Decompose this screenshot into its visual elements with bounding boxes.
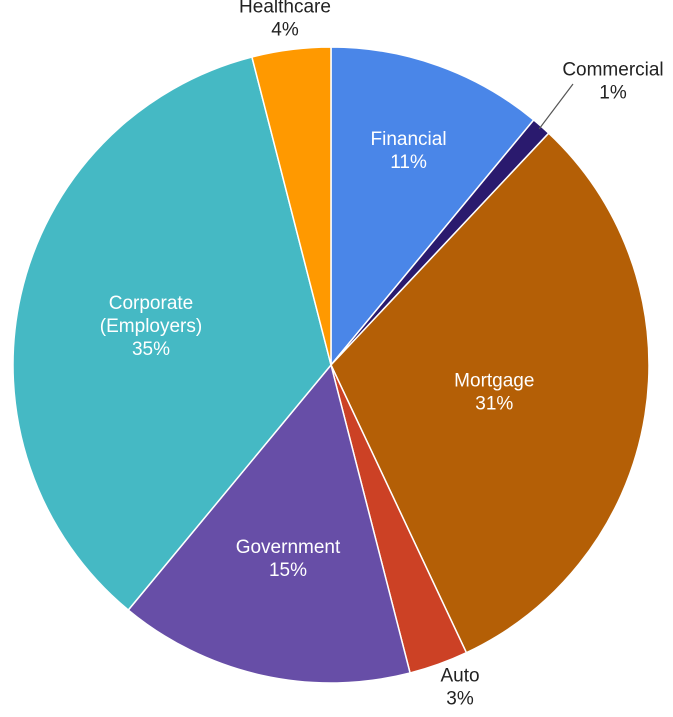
leader-line-commercial — [539, 84, 573, 129]
slice-name-auto: Auto — [440, 666, 479, 687]
slice-label-healthcare: Healthcare 4% — [239, 0, 331, 41]
leader-lines — [539, 84, 573, 129]
slice-name-corporate-employers: (Employers) — [100, 316, 202, 337]
slice-percent-financial: 11% — [390, 152, 427, 173]
slice-name-corporate-employers: Corporate — [109, 293, 194, 314]
slice-percent-auto: 3% — [446, 689, 474, 710]
pie-slices — [13, 47, 649, 683]
slice-percent-commercial: 1% — [599, 83, 627, 104]
slice-percent-government: 15% — [269, 560, 307, 581]
slice-percent-healthcare: 4% — [271, 20, 299, 41]
slice-percent-corporate-employers: 35% — [132, 339, 170, 360]
slice-label-commercial: Commercial 1% — [562, 60, 663, 104]
slice-name-commercial: Commercial — [562, 60, 663, 81]
slice-name-financial: Financial — [371, 129, 447, 150]
slice-label-auto: Auto 3% — [440, 666, 479, 710]
slice-name-mortgage: Mortgage — [454, 370, 534, 391]
slice-percent-mortgage: 31% — [475, 393, 513, 414]
slice-name-healthcare: Healthcare — [239, 0, 331, 18]
slice-name-government: Government — [236, 537, 341, 558]
